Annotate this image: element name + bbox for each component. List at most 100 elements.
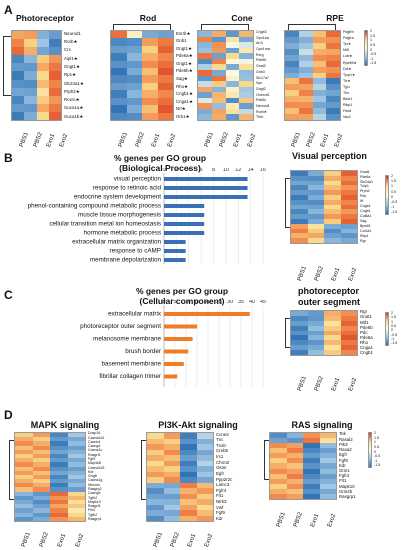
heatmap-cell [15, 474, 33, 480]
heatmap-cell [239, 42, 253, 48]
x-tick-label: 10 [183, 300, 189, 305]
heatmap-cell [48, 111, 61, 120]
panel-label-b: B [4, 151, 13, 165]
heatmap-cell [163, 449, 180, 455]
heatmap-cell [196, 477, 213, 483]
heatmap-cell [307, 350, 324, 355]
gene-label: Rasal2 [339, 436, 353, 442]
rod-heatmap [110, 30, 174, 121]
bar [164, 186, 248, 190]
bar [164, 312, 250, 316]
gene-label: Rlbp1 [343, 102, 353, 107]
gene-label: Col8a1 [360, 213, 372, 218]
heatmap-cell [298, 84, 313, 91]
heatmap-cell [163, 515, 180, 521]
heatmap-cell [15, 479, 33, 484]
heatmap-cell [50, 495, 68, 501]
gene-label: Cnga1★ [176, 98, 193, 104]
bar [164, 231, 205, 235]
heatmap-cell [326, 54, 340, 61]
heatmap-cell [307, 180, 324, 186]
heatmap-cell [15, 445, 33, 450]
colorbar-tick: 0.5 [374, 444, 379, 449]
heatmap-cell [198, 86, 212, 93]
heatmap-cell [196, 493, 213, 499]
heatmap-cell [326, 84, 340, 91]
heatmap-cell [157, 82, 173, 91]
x-tick-label: 45 [260, 300, 266, 305]
heatmap-cell [15, 500, 33, 505]
heatmap-cell [32, 458, 50, 463]
heatmap-cell [147, 499, 164, 505]
rpe-colorbar [364, 30, 368, 66]
gene-label: Irs1 [216, 454, 224, 460]
heatmap-cell [324, 180, 341, 186]
sample-label: PBS1 [276, 511, 287, 529]
heatmap-cell [163, 466, 180, 472]
heatmap-cell [180, 455, 197, 461]
heatmap-cell [291, 335, 308, 341]
gene-label: Lrat★ [343, 54, 353, 59]
x-tick-label: 15 [194, 300, 200, 305]
heatmap-cell [157, 38, 173, 46]
heatmap-cell [147, 455, 164, 461]
heatmap-cell [32, 462, 50, 467]
heatmap-cell [340, 185, 357, 191]
visual-perception-colorbar [385, 175, 389, 215]
gene-label: Rho [360, 340, 369, 345]
gene-label: Rho★ [176, 83, 188, 89]
heatmap-cell [239, 92, 253, 98]
bar [164, 204, 205, 208]
gene-label: Rorb★ [64, 39, 78, 45]
x-tick-label: 6 [200, 168, 203, 173]
heatmap-cell [211, 58, 226, 65]
gene-label: Egfr [339, 452, 348, 458]
heatmap-cell [32, 479, 50, 484]
gene-label: Cngb1 [360, 209, 371, 214]
heatmap-cell [270, 478, 287, 484]
heatmap-cell [211, 42, 226, 48]
heatmap-cell [291, 238, 308, 243]
heatmap-cell [324, 175, 341, 181]
heatmap-cell [291, 350, 308, 355]
heatmap-cell [307, 171, 324, 176]
heatmap-cell [307, 325, 324, 331]
panel-label-c: C [4, 288, 13, 302]
gene-label: Cacnb4 [88, 439, 101, 444]
heatmap-cell [286, 473, 303, 479]
heatmap-cell [324, 238, 341, 243]
gene-label: Neurod1 [64, 30, 81, 36]
heatmap-cell [291, 195, 308, 200]
colorbar-tick: -1 [391, 205, 395, 210]
outer-segment-heatmap-title-line1: photoreceptor [298, 286, 360, 296]
heatmap-cell [24, 47, 37, 56]
outer-segment-colorbar [385, 312, 389, 346]
heatmap-cell [340, 171, 357, 176]
heatmap-cell [111, 31, 127, 39]
sample-label: Exo1 [151, 133, 162, 149]
colorbar-tick: -1.5 [374, 463, 381, 468]
rod-gene-list: Esrrb★ Gnb1 Gngt1★ Pde6a★ Gngt1★ Pde6b★ Sag★ Rh… [176, 30, 193, 121]
photoreceptor-title: Photoreceptor [15, 13, 75, 23]
colorbar-tick: 2 [391, 311, 393, 315]
heatmap-cell [32, 512, 50, 517]
heatmap-cell [147, 449, 164, 455]
heatmap-cell [15, 512, 33, 517]
heatmap-cell [48, 31, 61, 40]
heatmap-cell [32, 441, 50, 446]
heatmap-cell [211, 108, 226, 115]
heatmap-cell [211, 92, 226, 98]
heatmap-cell [285, 108, 299, 115]
category-label: melanosome membrane [93, 336, 161, 343]
heatmap-cell [147, 466, 164, 472]
sample-label: PBS2 [33, 131, 44, 149]
heatmap-cell [307, 185, 324, 191]
heatmap-cell [180, 488, 197, 494]
heatmap-cell [36, 79, 49, 88]
heatmap-cell [303, 463, 320, 469]
heatmap-cell [111, 53, 127, 61]
heatmap-cell [225, 58, 240, 65]
heatmap-cell [211, 103, 226, 109]
heatmap-cell [67, 449, 85, 454]
gene-label: Grin2b [339, 488, 353, 494]
